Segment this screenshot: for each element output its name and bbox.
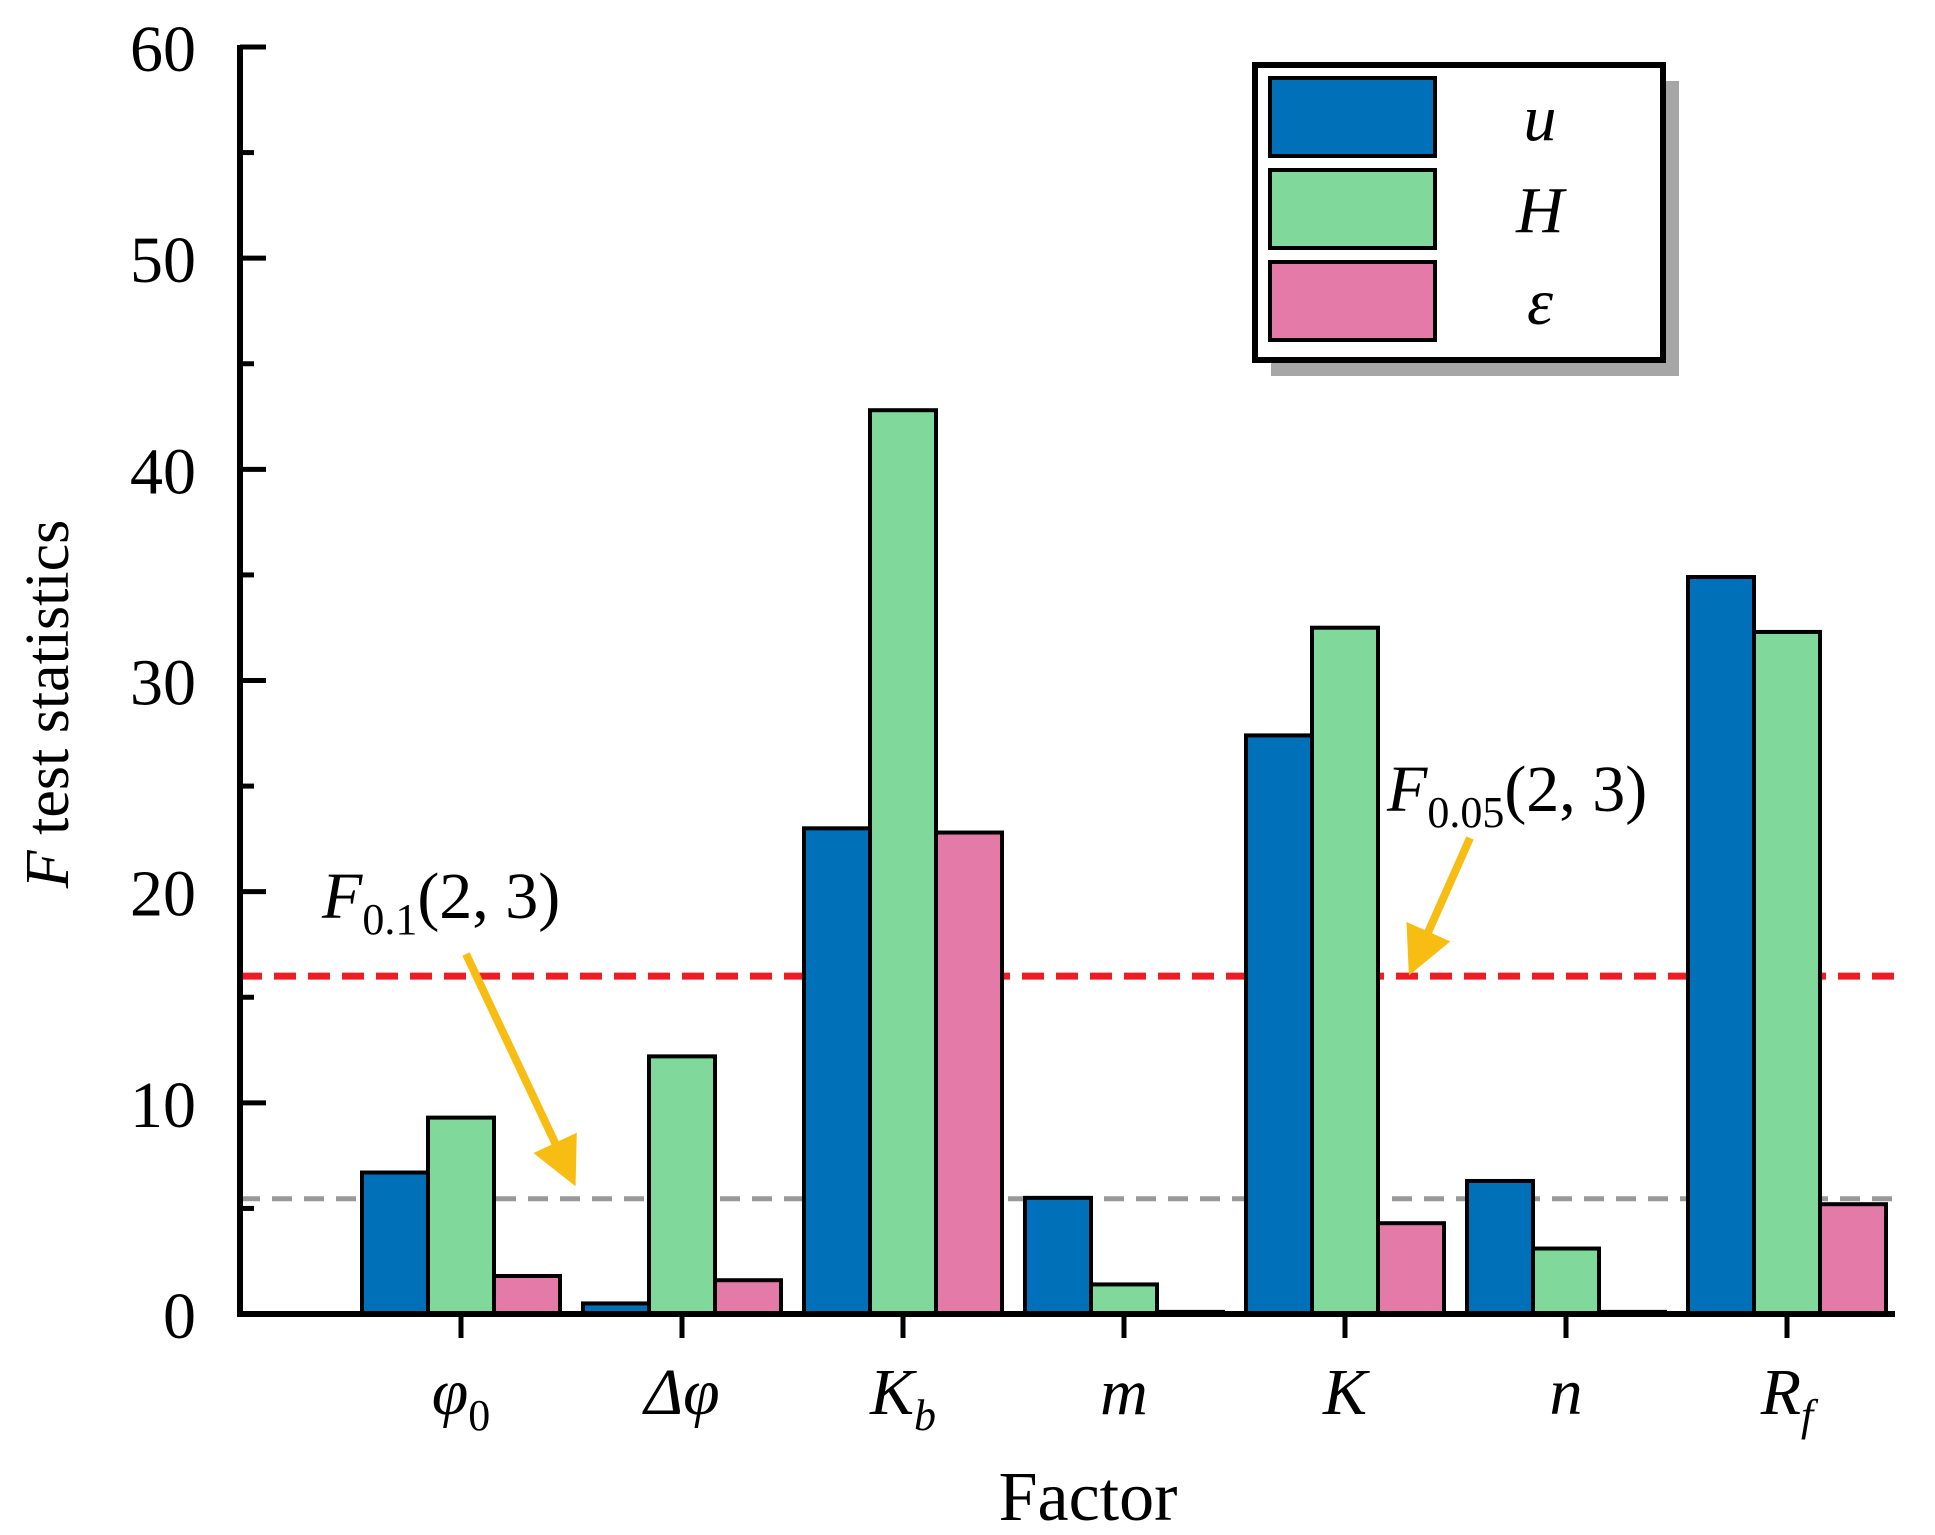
bar-u-K [1244,733,1314,1316]
y-tick-label: 60 [130,13,196,86]
reference-label-main: F [1386,753,1428,826]
y-tick-label: 10 [130,1069,196,1142]
x-tick-label: Rf [1760,1356,1819,1440]
bar-ε-φ0 [492,1273,562,1316]
reference-label-rest: (2, 3) [417,860,560,933]
legend-swatch-u [1268,76,1437,158]
reference-lines [240,972,1895,1202]
reference-arrow-f01 [462,952,577,1187]
bar-ε-Δφ [713,1278,783,1317]
reference-label-sub: 0.1 [362,895,417,944]
bar-H-Δφ [647,1054,717,1317]
x-tick-label-main: K [1322,1356,1370,1429]
legend-label-ε: ε [1527,266,1553,339]
y-axis-label-text: test statistics [14,520,82,851]
x-tick-label: K [1322,1356,1370,1429]
x-tick-label: Δφ [641,1356,719,1429]
bar-u-φ0 [360,1170,430,1316]
bar-H-φ0 [426,1115,496,1316]
legend: uHε [1252,62,1679,376]
x-tick-label-sub: f [1801,1391,1819,1440]
bar-u-Rf [1686,575,1756,1316]
y-tick-label: 50 [130,224,196,297]
reference-label-f01: F0.1(2, 3) [321,860,560,944]
bar-u-Kb [802,826,872,1316]
legend-swatch-ε [1268,260,1437,342]
reference-label-rest: (2, 3) [1504,753,1647,826]
bar-H-Rf [1752,629,1822,1316]
y-tick-label: 30 [130,647,196,720]
bar-ε-Rf [1818,1202,1888,1317]
x-tick-label-main: Δφ [641,1356,719,1429]
x-tick-label-main: K [869,1356,917,1429]
legend-label-u: u [1524,82,1557,155]
reference-label-sub: 0.05 [1427,788,1504,837]
x-tick-label-sub: 0 [468,1391,490,1440]
y-tick-label: 20 [130,858,196,931]
bar-u-n [1465,1178,1535,1316]
bar-H-Kb [868,408,938,1316]
bars-layer [360,408,1888,1317]
bar-H-K [1310,625,1380,1316]
annotations-layer: F0.1(2, 3)F0.05(2, 3) [321,753,1647,1187]
x-tick-label-main: m [1100,1356,1148,1429]
y-axis-label-variable: F [14,849,82,889]
x-tick-label-main: φ [432,1356,469,1429]
x-tick-label-sub: b [914,1391,936,1440]
y-axis-label: F test statistics [14,520,82,890]
x-tick-label-main: R [1760,1356,1801,1429]
x-tick-label: φ0 [432,1356,491,1440]
x-tick-label: Kb [869,1356,936,1440]
x-tick-label-main: n [1550,1356,1583,1429]
bar-u-m [1023,1195,1093,1316]
x-tick-label: m [1100,1356,1148,1429]
reference-label-f005: F0.05(2, 3) [1386,753,1647,837]
x-tick-label: n [1550,1356,1583,1429]
reference-label-main: F [321,860,363,933]
bar-H-m [1089,1282,1159,1316]
x-axis-label: Factor [999,1459,1178,1535]
y-tick-label: 0 [163,1280,196,1353]
legend-label-H: H [1515,174,1567,247]
y-tick-label: 40 [130,435,196,508]
bar-H-n [1531,1246,1601,1316]
reference-arrow-f005 [1406,836,1474,976]
legend-swatch-H [1268,168,1437,250]
bar-ε-Kb [934,830,1004,1316]
bar-ε-K [1376,1221,1446,1317]
